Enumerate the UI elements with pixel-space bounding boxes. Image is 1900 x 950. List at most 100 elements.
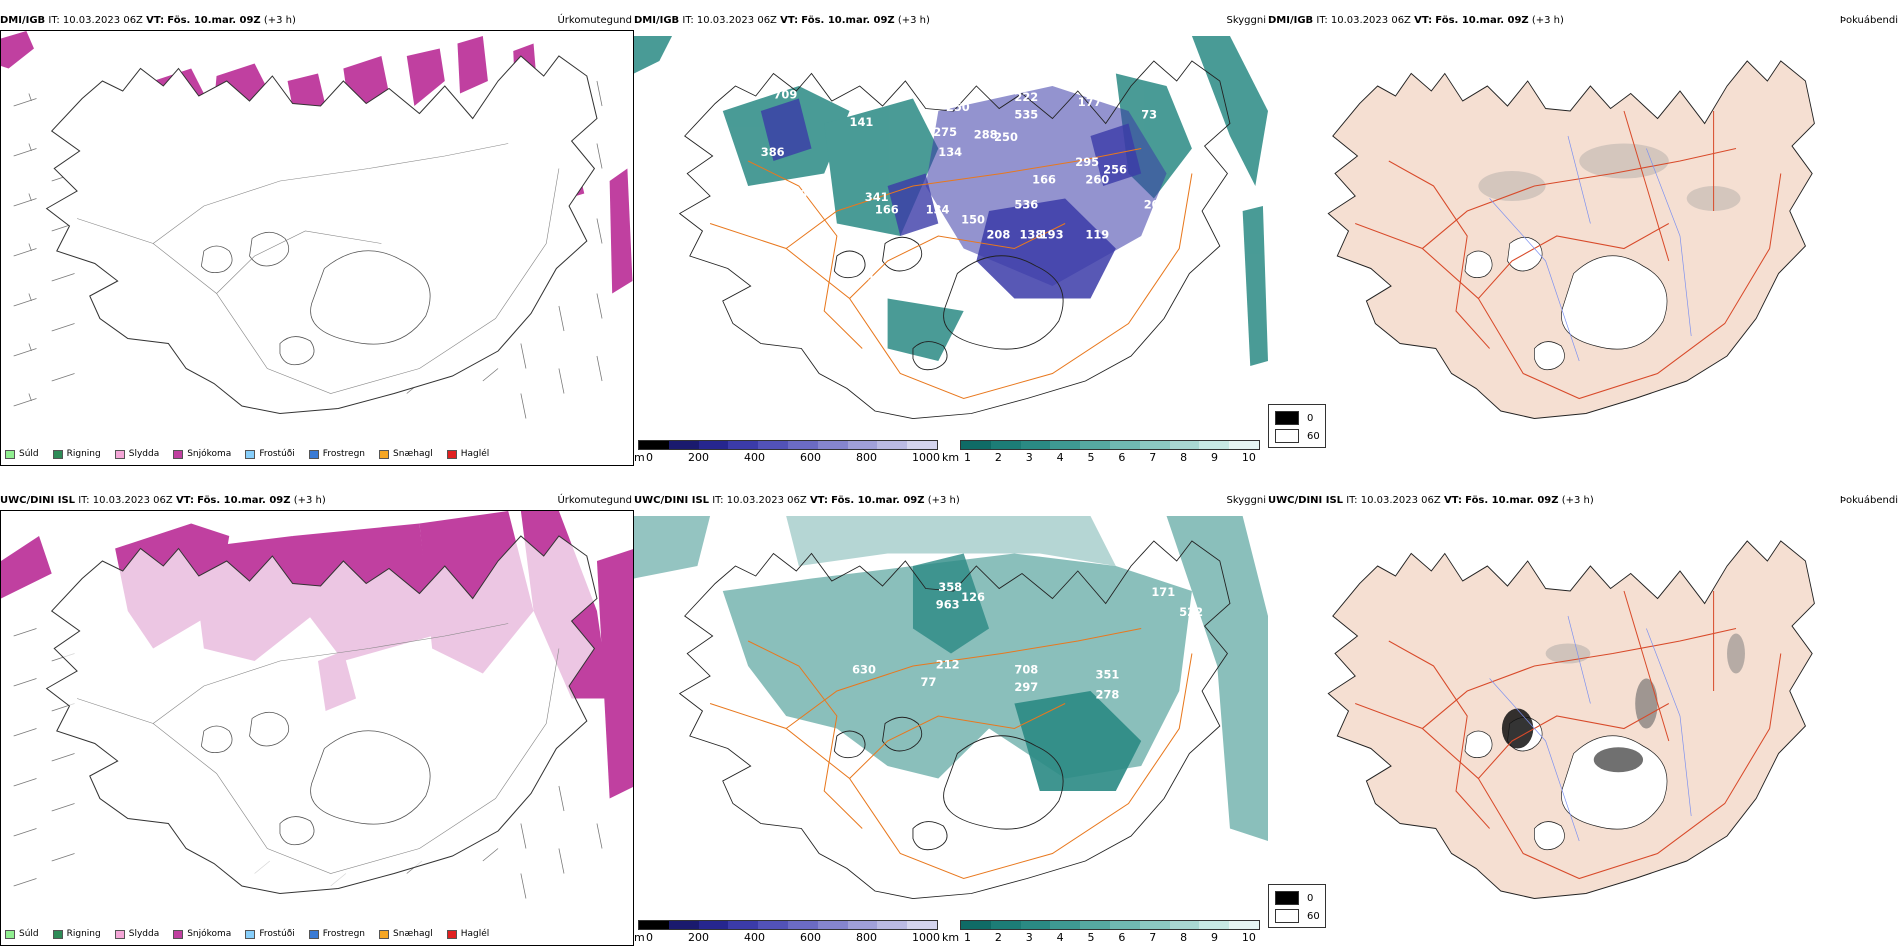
blue-cloud-base — [760, 86, 1167, 299]
it-value: 10.03.2023 06Z — [62, 15, 143, 26]
colorbar-cell — [1139, 921, 1170, 929]
legend-item: Haglél — [446, 929, 489, 939]
colorbar-km-ticks: 1 2 3 4 5 6 7 8 9 10 — [964, 931, 1256, 944]
it-value: 10.03.2023 06Z — [92, 495, 173, 506]
colorbar-cell — [1050, 441, 1081, 449]
colorbar-m-unit: m — [634, 931, 645, 944]
colorbar-m — [638, 920, 938, 930]
model-name: UWC/DINI ISL — [0, 495, 76, 506]
colorbar-m-ticks: 0 200 400 600 800 1000 — [646, 931, 940, 944]
colorbar-cell — [1109, 441, 1140, 449]
fog-map[interactable] — [1288, 516, 1848, 916]
colorbar-cell — [787, 921, 818, 929]
legend-item: Rigning — [52, 929, 101, 939]
legend-item: Snjókoma — [173, 929, 231, 939]
panel-fog-bottom: UWC/DINI ISL IT: 10.03.2023 06Z VT: Fös.… — [1268, 494, 1900, 946]
cloud-value-label: 126 — [961, 590, 985, 604]
cloud-value-label: 134 — [938, 145, 962, 159]
vt-value: Fös. 10.mar. 09Z — [1465, 495, 1559, 506]
vt-label: VT: — [1414, 15, 1433, 26]
cloud-map[interactable]: 709 356 480 307 222 535 177 250 413 134 141 275 288 2… — [634, 36, 1268, 436]
legend-item: Haglél — [446, 449, 489, 459]
legend-item: Snæhagl — [379, 929, 433, 939]
colorbar-cell — [698, 441, 729, 449]
cloud-value-label: 413 — [1080, 75, 1104, 89]
panel-header: UWC/DINI ISL IT: 10.03.2023 06Z VT: Fös.… — [0, 494, 634, 508]
roads — [76, 623, 560, 874]
cloud-value-label: 480 — [1009, 70, 1033, 84]
panel-title: Úrkomutegund — [557, 15, 632, 26]
model-name: DMI/IGB — [0, 15, 46, 26]
colorbar-cell — [1020, 921, 1051, 929]
colorbar-m-unit: m — [634, 451, 645, 464]
cloud-value-label: 275 — [933, 125, 957, 139]
legend-item: Súld — [5, 449, 39, 459]
cloud-map[interactable]: 358 126 963 171 522 212 630 708 351 297 278 77 — [634, 516, 1268, 916]
cloud-value-label: 536 — [1014, 198, 1038, 212]
vt-value: Fös. 10.mar. 09Z — [831, 495, 925, 506]
roads — [1355, 590, 1782, 880]
precip-map[interactable]: Súld Rigning Slydda Snjókoma Frostúði Fr… — [0, 30, 634, 466]
fog-legend-bottom: 60 — [1275, 429, 1320, 443]
vt-label: VT: — [809, 495, 828, 506]
colorbar-cell — [668, 921, 699, 929]
colorbar-cell — [817, 921, 848, 929]
fog-legend-top: 0 — [1275, 891, 1313, 905]
precip-map[interactable]: Súld Rigning Slydda Snjókoma Frostúði Fr… — [0, 510, 634, 946]
colorbar-cell — [758, 921, 788, 929]
cloud-value-label: 150 — [961, 213, 985, 227]
cloud-value-label: 250 — [946, 100, 970, 114]
colorbar-cell — [787, 441, 818, 449]
cloud-value-label: 297 — [1014, 680, 1038, 694]
fog-map[interactable] — [1288, 36, 1848, 436]
colorbar-cell — [1109, 921, 1140, 929]
cloud-value-label: 307 — [1052, 65, 1076, 79]
it-value: 10.03.2023 06Z — [726, 495, 807, 506]
cloud-value-label: 50 — [791, 188, 807, 202]
vt-label: VT: — [146, 15, 165, 26]
roads — [1355, 110, 1782, 400]
colorbar-cell — [990, 921, 1021, 929]
cloud-value-label: 204 — [1144, 198, 1168, 212]
it-label: IT: — [712, 495, 724, 506]
cloud-value-label: 260 — [1085, 173, 1109, 187]
panel-header: UWC/DINI ISL IT: 10.03.2023 06Z VT: Fös.… — [1268, 494, 1900, 508]
offset: (+3 h) — [293, 495, 326, 506]
cloud-value-label: 112 — [867, 270, 891, 284]
cloud-value-label: 177 — [1078, 95, 1102, 109]
colorbar-cell — [758, 441, 788, 449]
rivers — [1489, 135, 1692, 362]
cloud-value-label: 351 — [1096, 668, 1120, 682]
colorbar-cell — [990, 441, 1021, 449]
cloud-value-label: 630 — [852, 663, 876, 677]
colorbar-cell — [847, 921, 878, 929]
vt-label: VT: — [175, 495, 194, 506]
panel-title: Þokuábendi — [1839, 495, 1898, 506]
precip-map-svg — [1, 511, 633, 899]
legend-item: Snæhagl — [379, 449, 433, 459]
rivers — [1489, 615, 1692, 842]
cloud-value-label: 166 — [875, 203, 899, 217]
colorbar-km-unit: km — [942, 451, 960, 464]
offset: (+3 h) — [1531, 15, 1564, 26]
precip-legend: Súld Rigning Slydda Snjókoma Frostúði Fr… — [5, 929, 489, 939]
cloud-value-label: 295 — [1075, 155, 1099, 169]
colorbar-km-unit: km — [942, 931, 960, 944]
colorbar-km — [960, 440, 1260, 450]
colorbar-cell — [639, 921, 669, 929]
roads — [709, 148, 1193, 400]
vt-label: VT: — [1443, 495, 1462, 506]
panel-precip-type-top: DMI/IGB IT: 10.03.2023 06Z VT: Fös. 10.m… — [0, 14, 634, 466]
cloud-value-label: 222 — [1014, 90, 1038, 104]
cloud-value-label: 386 — [761, 145, 785, 159]
colorbar-cell — [1229, 441, 1259, 449]
legend-item: Rigning — [52, 449, 101, 459]
cloud-value-label: 708 — [1014, 663, 1038, 677]
precip-legend: Súld Rigning Slydda Snjókoma Frostúði Fr… — [5, 449, 489, 459]
colorbar-cell — [1199, 441, 1230, 449]
colorbar-km — [960, 920, 1260, 930]
colorbar-m-ticks: 0 200 400 600 800 1000 — [646, 451, 940, 464]
panel-header: DMI/IGB IT: 10.03.2023 06Z VT: Fös. 10.m… — [0, 14, 634, 28]
legend-item: Frostregn — [308, 929, 365, 939]
cloud-value-label: 134 — [926, 203, 950, 217]
